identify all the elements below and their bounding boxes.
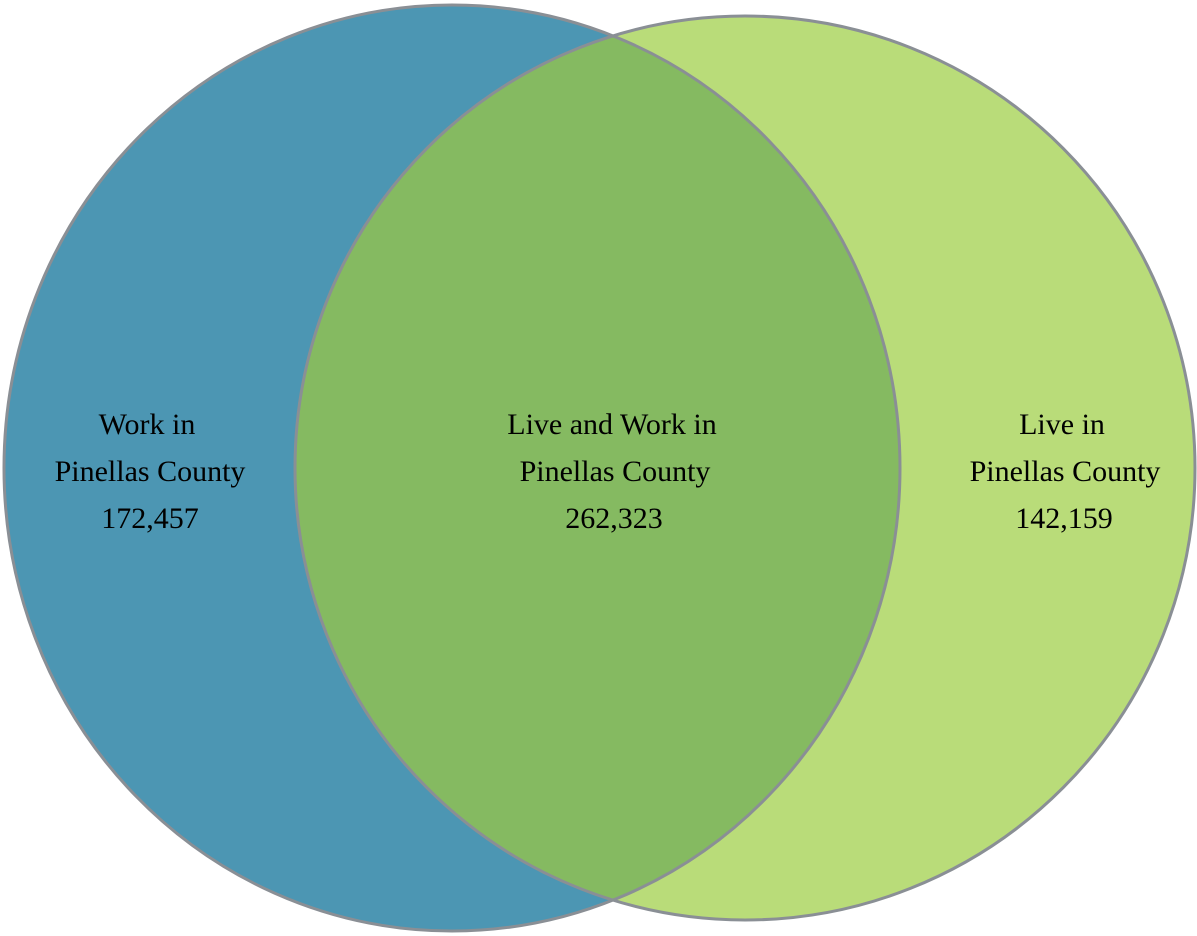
work-count: 172,457 bbox=[101, 502, 199, 535]
work-label-line2: Pinellas County bbox=[55, 455, 246, 488]
live-and-work-label-line2: Pinellas County bbox=[520, 455, 711, 488]
live-and-work-label-line1: Live and Work in bbox=[507, 408, 717, 441]
live-and-work-count: 262,323 bbox=[565, 502, 663, 535]
live-label-line1: Live in bbox=[1019, 408, 1105, 441]
live-count: 142,159 bbox=[1015, 502, 1113, 535]
live-label-line2: Pinellas County bbox=[970, 455, 1161, 488]
work-label-line1: Work in bbox=[99, 408, 196, 441]
